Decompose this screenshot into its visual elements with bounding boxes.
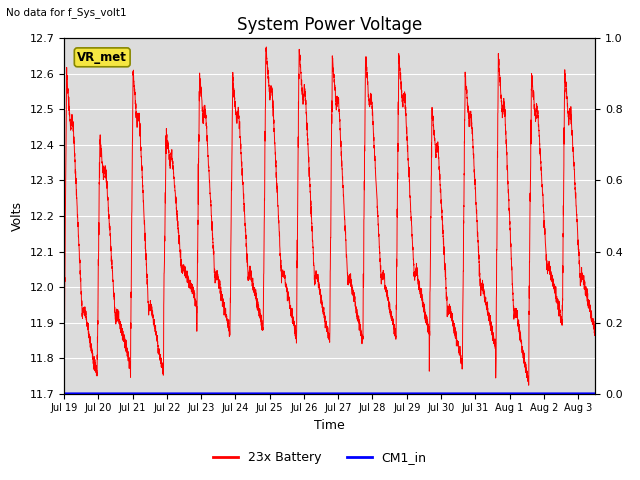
Y-axis label: Volts: Volts xyxy=(11,201,24,231)
Title: System Power Voltage: System Power Voltage xyxy=(237,16,422,34)
Text: No data for f_Sys_volt1: No data for f_Sys_volt1 xyxy=(6,7,127,18)
X-axis label: Time: Time xyxy=(314,419,345,432)
Legend: 23x Battery, CM1_in: 23x Battery, CM1_in xyxy=(208,446,432,469)
Text: VR_met: VR_met xyxy=(77,51,127,64)
